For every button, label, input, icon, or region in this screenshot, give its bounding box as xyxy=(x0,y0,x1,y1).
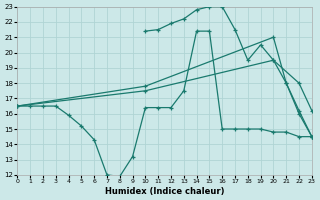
X-axis label: Humidex (Indice chaleur): Humidex (Indice chaleur) xyxy=(105,187,224,196)
